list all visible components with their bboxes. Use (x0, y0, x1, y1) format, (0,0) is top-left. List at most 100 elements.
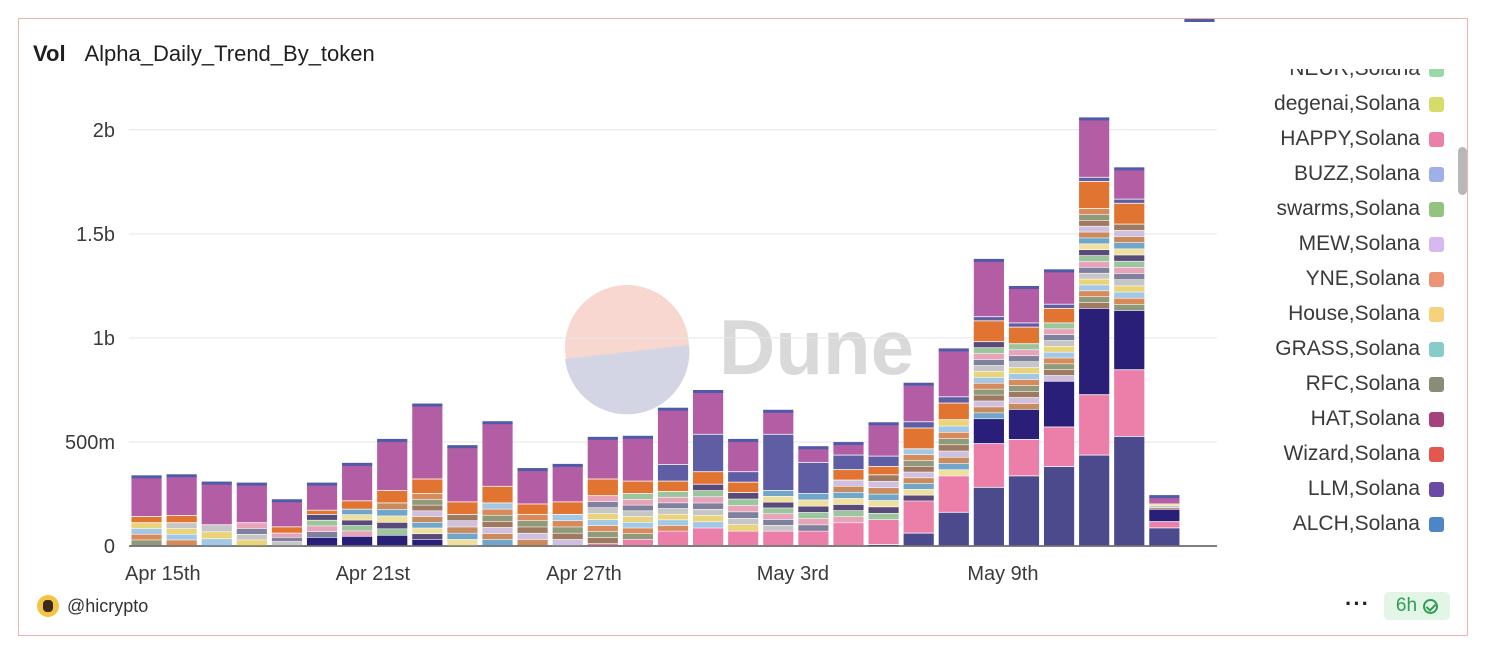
bar-segment-mixed[interactable] (833, 510, 864, 517)
bar-segment-mixed[interactable] (482, 521, 513, 528)
bar-segment[interactable] (798, 531, 829, 546)
bar-segment-mixed[interactable] (657, 497, 689, 503)
bar-segment-mixed[interactable] (1008, 379, 1040, 386)
bar-segment-mixed[interactable] (693, 503, 724, 509)
bar-segment[interactable] (552, 502, 583, 514)
bar-segment-mixed[interactable] (1149, 507, 1180, 509)
bar-segment-mixed[interactable] (657, 514, 689, 520)
bar-segment[interactable] (622, 437, 653, 481)
footer-author[interactable]: @hicrypto (37, 595, 148, 617)
bar-segment-mixed[interactable] (1114, 261, 1145, 268)
bar-segment-mixed[interactable] (517, 533, 548, 540)
bar-segment-mixed[interactable] (131, 540, 162, 546)
bar-segment-mixed[interactable] (236, 523, 267, 529)
bar-segment-mixed[interactable] (587, 502, 618, 508)
stacked-bar[interactable] (1043, 269, 1075, 546)
bar-segment[interactable] (1149, 497, 1180, 504)
bar-segment[interactable] (131, 516, 162, 523)
bar-segment-mixed[interactable] (798, 525, 829, 531)
bar-segment[interactable] (1079, 308, 1110, 395)
legend-item[interactable]: YNE,Solana (1306, 267, 1444, 291)
bar-segment-mixed[interactable] (903, 495, 934, 501)
bar-segment-mixed[interactable] (1079, 208, 1110, 215)
bar-segment-mixed[interactable] (1114, 286, 1145, 292)
bar-segment-mixed[interactable] (1079, 261, 1110, 268)
bar-segment-mixed[interactable] (447, 527, 478, 533)
legend-item[interactable]: MEW,Solana (1299, 232, 1444, 256)
stacked-bar[interactable] (236, 482, 267, 546)
bar-segment[interactable] (973, 419, 1004, 444)
bar-segment-mixed[interactable] (728, 518, 759, 525)
bar-segment-mixed[interactable] (201, 532, 232, 539)
stacked-bar[interactable] (166, 474, 197, 546)
legend-item[interactable]: ALCH,Solana (1293, 512, 1444, 536)
stacked-bar[interactable] (412, 403, 443, 546)
bar-segment-mixed[interactable] (201, 539, 232, 546)
bar-segment-mixed[interactable] (201, 525, 232, 532)
bar-segment-mixed[interactable] (1008, 397, 1040, 404)
bar-segment-mixed[interactable] (973, 371, 1004, 378)
stacked-bar[interactable] (271, 499, 303, 546)
bar-segment-mixed[interactable] (1079, 255, 1110, 262)
bar-segment-mixed[interactable] (517, 514, 548, 521)
bar-segment-mixed[interactable] (517, 539, 548, 546)
bar-segment[interactable] (938, 512, 969, 546)
bar-segment-mixed[interactable] (131, 534, 162, 540)
bar-segment[interactable] (377, 490, 408, 503)
bar-segment-mixed[interactable] (973, 395, 1004, 401)
bar-segment[interactable] (763, 531, 794, 546)
bar-segment[interactable] (447, 447, 478, 502)
bar-segment-mixed[interactable] (938, 463, 969, 470)
bar-segment-mixed[interactable] (868, 481, 899, 488)
bar-segment-mixed[interactable] (1043, 334, 1075, 341)
bar-segment[interactable] (973, 321, 1004, 342)
bar-segment[interactable] (1008, 287, 1040, 323)
bar-segment-mixed[interactable] (1008, 356, 1040, 362)
bar-segment-mixed[interactable] (587, 537, 618, 544)
bar-segment-mixed[interactable] (447, 521, 478, 527)
legend-item[interactable]: Wizard,Solana (1283, 442, 1444, 466)
bar-segment-mixed[interactable] (903, 449, 934, 455)
bar-segment[interactable] (1043, 381, 1075, 427)
bar-segment[interactable] (693, 392, 724, 434)
bar-segment[interactable] (833, 455, 864, 470)
bar-segment-mixed[interactable] (1043, 340, 1075, 347)
bar-segment-mixed[interactable] (938, 470, 969, 476)
bar-segment-mixed[interactable] (833, 480, 864, 486)
bar-segment-mixed[interactable] (798, 518, 829, 525)
bar-segment[interactable] (903, 422, 934, 428)
bar-segment-mixed[interactable] (1114, 298, 1145, 305)
bar-segment-mixed[interactable] (833, 486, 864, 493)
bar-segment-mixed[interactable] (833, 517, 864, 523)
bar-segment[interactable] (1043, 271, 1075, 304)
bar-segment-mixed[interactable] (798, 506, 829, 513)
bar-segment[interactable] (131, 477, 162, 517)
bar-segment-mixed[interactable] (517, 527, 548, 533)
bar-segment[interactable] (693, 472, 724, 484)
bar-segment-mixed[interactable] (1079, 214, 1110, 221)
bar-segment-mixed[interactable] (166, 540, 197, 546)
bar-segment-mixed[interactable] (938, 438, 969, 445)
bar-segment-mixed[interactable] (552, 527, 583, 533)
bar-segment-mixed[interactable] (1043, 352, 1075, 358)
bar-segment[interactable] (1079, 119, 1110, 177)
bar-segment-mixed[interactable] (1079, 220, 1110, 226)
bar-segment-mixed[interactable] (306, 526, 338, 532)
bar-segment[interactable] (587, 479, 618, 496)
bar-segment[interactable] (938, 397, 969, 403)
bar-segment-mixed[interactable] (412, 499, 443, 505)
legend-item[interactable]: BUZZ,Solana (1294, 162, 1444, 186)
stacked-bar[interactable] (517, 468, 548, 546)
bar-segment-mixed[interactable] (903, 483, 934, 490)
bar-segment-mixed[interactable] (622, 511, 653, 517)
bar-segment[interactable] (763, 411, 794, 434)
more-options-button[interactable]: ··· (1345, 591, 1370, 616)
bar-segment-mixed[interactable] (728, 505, 759, 512)
bar-segment-mixed[interactable] (587, 519, 618, 526)
bar-segment[interactable] (657, 531, 689, 546)
bar-segment[interactable] (622, 539, 653, 546)
bar-segment-mixed[interactable] (342, 531, 373, 537)
legend-item[interactable]: GRASS,Solana (1275, 337, 1444, 361)
bar-segment-mixed[interactable] (763, 502, 794, 508)
bar-segment-mixed[interactable] (377, 509, 408, 516)
